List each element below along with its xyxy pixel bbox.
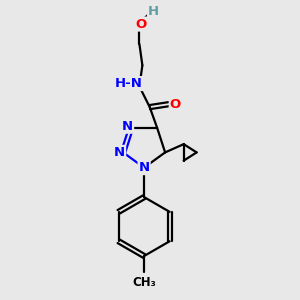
Text: O: O bbox=[170, 98, 181, 111]
Text: CH₃: CH₃ bbox=[132, 276, 156, 289]
Text: N: N bbox=[114, 146, 125, 159]
Text: N: N bbox=[139, 161, 150, 174]
Text: N: N bbox=[122, 120, 133, 133]
Text: H-N: H-N bbox=[115, 77, 143, 90]
Text: O: O bbox=[135, 18, 146, 31]
Text: H: H bbox=[148, 5, 159, 18]
